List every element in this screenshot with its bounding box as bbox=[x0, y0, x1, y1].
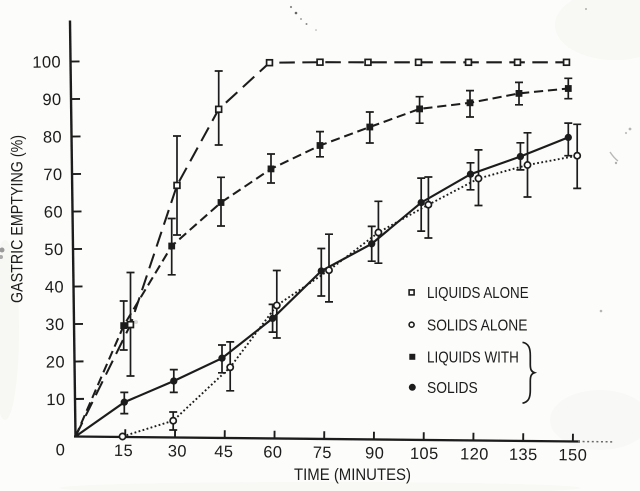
svg-text:100: 100 bbox=[32, 53, 61, 71]
svg-text:90: 90 bbox=[42, 91, 61, 109]
svg-text:40: 40 bbox=[45, 278, 64, 296]
svg-text:45: 45 bbox=[214, 443, 233, 461]
svg-text:80: 80 bbox=[43, 128, 62, 146]
svg-text:90: 90 bbox=[365, 444, 384, 462]
svg-text:60: 60 bbox=[44, 203, 63, 221]
svg-text:10: 10 bbox=[46, 391, 65, 409]
svg-text:75: 75 bbox=[313, 444, 332, 462]
svg-text:15: 15 bbox=[114, 442, 133, 460]
svg-text:TIME (MINUTES): TIME (MINUTES) bbox=[294, 466, 411, 484]
svg-text:135: 135 bbox=[509, 446, 538, 464]
svg-text:30: 30 bbox=[168, 442, 187, 460]
svg-text:60: 60 bbox=[263, 443, 282, 461]
svg-text:150: 150 bbox=[558, 446, 587, 464]
svg-text:LIQUIDS ALONE: LIQUIDS ALONE bbox=[427, 285, 529, 302]
svg-text:120: 120 bbox=[460, 445, 489, 463]
svg-text:50: 50 bbox=[44, 241, 63, 259]
svg-text:30: 30 bbox=[45, 316, 64, 334]
svg-text:0: 0 bbox=[56, 441, 66, 459]
svg-text:LIQUIDS WITH: LIQUIDS WITH bbox=[427, 350, 519, 367]
svg-text:SOLIDS: SOLIDS bbox=[427, 380, 478, 397]
svg-text:20: 20 bbox=[46, 353, 65, 371]
svg-text:105: 105 bbox=[410, 445, 439, 463]
svg-text:SOLIDS ALONE: SOLIDS ALONE bbox=[427, 317, 527, 334]
svg-text:70: 70 bbox=[43, 166, 62, 184]
svg-text:GASTRIC EMPTYING (%): GASTRIC EMPTYING (%) bbox=[9, 135, 27, 303]
